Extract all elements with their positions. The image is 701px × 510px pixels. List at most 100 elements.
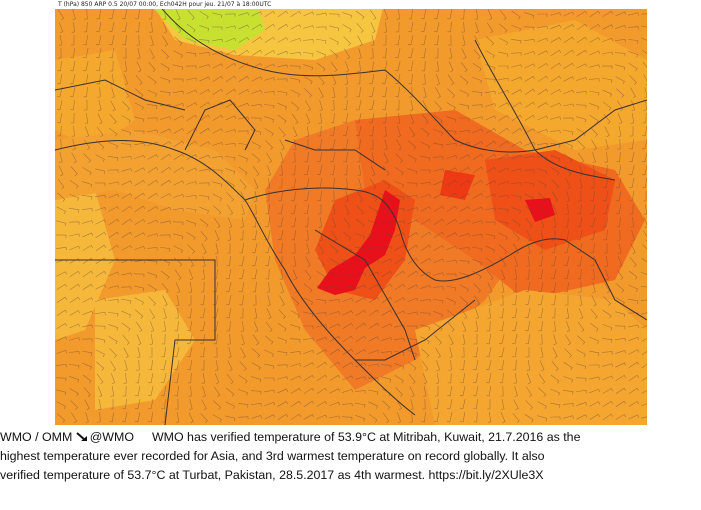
wind-barb	[628, 374, 640, 382]
wind-barb	[276, 78, 288, 82]
wind-barb	[160, 246, 171, 252]
wind-barb	[381, 87, 388, 98]
wind-barb	[173, 102, 184, 107]
wind-barb	[527, 243, 531, 254]
wind-barb	[472, 179, 484, 186]
wind-barb	[524, 155, 535, 159]
wind-barb	[81, 195, 93, 200]
wind-barb	[615, 311, 626, 318]
wind-barb	[212, 142, 223, 146]
wind-barb	[108, 9, 115, 20]
wind-barb	[265, 203, 270, 215]
wind-barb	[121, 180, 133, 186]
wind-barb	[589, 115, 599, 124]
wind-barb	[277, 413, 289, 420]
wind-barb	[537, 295, 544, 306]
wind-barb	[500, 385, 504, 397]
wind-barb	[109, 411, 114, 423]
wind-barb	[252, 153, 261, 163]
wind-barb	[251, 103, 262, 108]
wind-barb	[110, 100, 116, 112]
wind-barb	[564, 269, 570, 280]
wind-barb	[214, 373, 220, 385]
wind-barb	[485, 50, 495, 59]
wind-barb	[96, 126, 104, 138]
tweet-text-line-1: WMO has verified temperature of 53.9°C a…	[151, 430, 581, 444]
tweet-author[interactable]: WMO / OMM	[0, 430, 73, 444]
wind-barb	[264, 335, 274, 345]
wind-barb	[252, 269, 258, 280]
wind-barb	[499, 256, 507, 268]
wind-barb	[108, 193, 120, 199]
wind-barb	[525, 400, 533, 410]
wind-barb	[343, 217, 351, 229]
wind-barb	[161, 399, 166, 410]
wind-barb	[134, 154, 145, 159]
wind-barb	[550, 388, 560, 396]
tweet-handle[interactable]: @WMO	[89, 430, 134, 444]
wind-barb	[355, 10, 365, 20]
wind-barb	[227, 360, 233, 372]
wind-barb	[576, 50, 588, 56]
wind-barb	[460, 8, 465, 20]
wind-barb	[267, 165, 272, 177]
wind-barb	[382, 61, 388, 72]
wind-barb	[381, 207, 392, 214]
wind-barb	[357, 165, 361, 176]
wind-barb	[187, 360, 193, 371]
wind-barb	[56, 363, 67, 368]
wind-barb	[225, 129, 236, 133]
wind-barb	[616, 165, 622, 176]
wind-barb	[524, 39, 535, 43]
wind-barb	[459, 103, 470, 110]
wind-barb	[550, 12, 561, 16]
wind-barb	[407, 284, 419, 290]
wind-barb	[212, 295, 219, 306]
wind-barb	[136, 334, 142, 346]
wind-barb	[251, 129, 262, 136]
wind-barb	[525, 321, 531, 332]
wind-barb	[394, 297, 406, 303]
wind-barb	[225, 88, 237, 96]
wind-barb	[147, 284, 157, 293]
wind-barb	[134, 285, 145, 292]
wind-barb	[512, 412, 520, 423]
wind-barb	[591, 268, 595, 280]
wind-barb	[459, 386, 466, 397]
wind-barb	[84, 113, 89, 124]
wind-barb	[590, 255, 595, 267]
wind-barb	[226, 320, 231, 332]
coolest-zone-north	[145, 0, 265, 50]
wind-barb	[69, 388, 79, 397]
wind-barb	[368, 284, 380, 290]
wind-barb	[175, 398, 179, 410]
wind-barb	[147, 192, 159, 200]
wind-barb	[382, 165, 390, 177]
wind-barb	[186, 37, 197, 45]
wind-barb	[579, 295, 583, 306]
wind-barb	[279, 295, 285, 307]
wind-barb	[589, 230, 596, 241]
wind-barb	[122, 22, 128, 33]
wind-barb	[173, 194, 184, 198]
wind-barb	[147, 89, 158, 97]
wind-barb	[420, 258, 432, 264]
wind-barb	[616, 100, 624, 112]
wind-barb	[277, 204, 284, 215]
wind-barb	[563, 141, 573, 149]
wind-barb	[251, 49, 263, 57]
wind-barb	[615, 64, 626, 71]
wind-barb	[240, 347, 246, 359]
wind-barb	[172, 78, 184, 83]
wind-barb	[368, 271, 380, 277]
wind-barb	[58, 138, 62, 150]
wind-barb	[317, 257, 325, 267]
wind-barb	[617, 126, 622, 137]
wind-barb	[433, 168, 444, 172]
wind-barb	[69, 296, 81, 304]
wind-barb	[549, 130, 561, 134]
wind-barb	[110, 73, 114, 85]
wind-barb	[381, 283, 393, 291]
wind-barb	[576, 23, 588, 31]
wind-barb	[445, 273, 457, 277]
